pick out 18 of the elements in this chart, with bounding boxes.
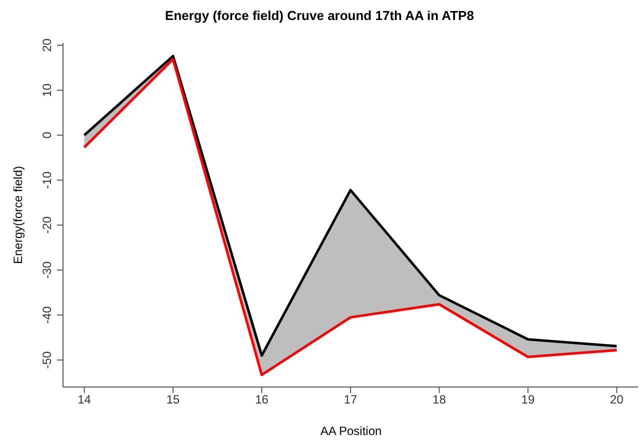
y-tick-label: -50 [40,351,54,369]
chart-title: Energy (force field) Cruve around 17th AA in ATP8 [164,8,475,23]
x-tick-label: 14 [78,392,92,407]
y-axis-title: Energy(force field) [11,166,25,264]
x-tick-label: 18 [432,392,446,407]
x-tick-label: 17 [344,392,358,407]
x-tick-label: 16 [255,392,269,407]
y-tick-label: 20 [40,38,54,52]
x-tick-label: 20 [610,392,624,407]
y-tick-label: -20 [40,216,54,234]
y-tick-label: 10 [40,83,54,97]
y-tick-label: -30 [40,261,54,279]
x-tick-label: 15 [166,392,180,407]
y-tick-label: -40 [40,306,54,324]
x-tick-label: 19 [521,392,535,407]
x-axis-title: AA Position [319,424,383,438]
y-tick-label: 0 [40,132,54,139]
y-tick-label: -10 [40,171,54,189]
